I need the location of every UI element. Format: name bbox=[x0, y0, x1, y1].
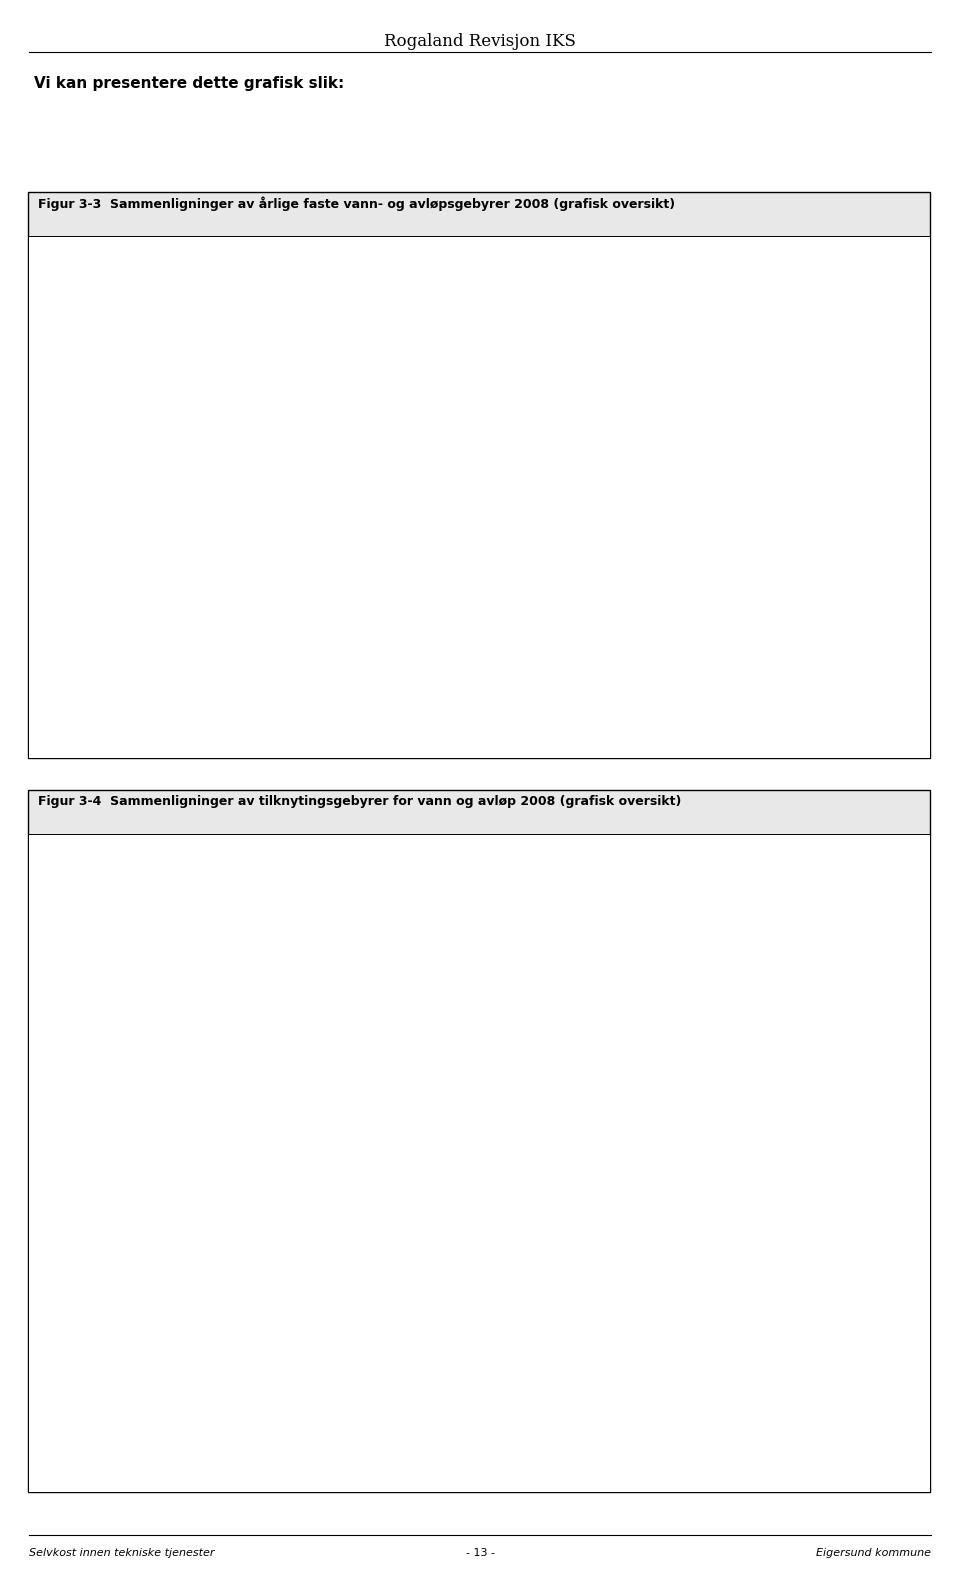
Bar bbox=[285, 319, 311, 638]
Bar bbox=[618, 1264, 638, 1342]
Bar bbox=[116, 1255, 137, 1342]
Bar bbox=[462, 1332, 482, 1342]
Bar bbox=[638, 1083, 660, 1342]
Bar bbox=[597, 1212, 618, 1342]
Text: Figur 3-3  Sammenligninger av årlige faste vann- og avløpsgebyrer 2008 (grafisk : Figur 3-3 Sammenligninger av årlige fast… bbox=[37, 197, 675, 211]
Text: Eigersund kommune: Eigersund kommune bbox=[816, 1548, 931, 1558]
Bar bbox=[409, 1224, 429, 1342]
Bar bbox=[754, 1154, 775, 1342]
Bar bbox=[234, 495, 260, 638]
Bar bbox=[252, 1108, 273, 1342]
Bar bbox=[388, 1224, 409, 1342]
Bar bbox=[465, 594, 491, 638]
Bar bbox=[120, 556, 145, 638]
Bar bbox=[577, 1296, 597, 1342]
Bar bbox=[733, 1218, 754, 1342]
Bar bbox=[503, 1324, 524, 1342]
Bar bbox=[631, 519, 656, 638]
Text: Selvkost innen tekniske tjenester: Selvkost innen tekniske tjenester bbox=[29, 1548, 214, 1558]
Bar bbox=[849, 1221, 869, 1342]
Bar bbox=[170, 400, 196, 638]
Bar bbox=[145, 483, 170, 638]
Bar bbox=[692, 1218, 712, 1342]
Bar bbox=[400, 473, 426, 638]
Bar bbox=[721, 554, 746, 638]
Title: Årlige faste vann- og avløpsgebyrer 2008: Årlige faste vann- og avløpsgebyrer 2008 bbox=[365, 268, 641, 284]
Text: - 13 -: - 13 - bbox=[466, 1548, 494, 1558]
Bar bbox=[482, 1264, 503, 1342]
Bar bbox=[606, 562, 631, 638]
Legend: Årsgebyr for vann, Årsgebyr for avløp, Totalt for vann og avløp: Årsgebyr for vann, Årsgebyr for avløp, T… bbox=[289, 689, 717, 713]
Bar bbox=[273, 954, 294, 1342]
Bar bbox=[861, 418, 886, 638]
Bar bbox=[231, 1108, 252, 1342]
Legend: Tilknytning vann lav sats, Tilknytning vann høy sats, Tilknytning avløp lav sats: Tilknytning vann lav sats, Tilknytning v… bbox=[327, 1405, 679, 1442]
Bar bbox=[828, 1199, 849, 1342]
Bar bbox=[349, 573, 375, 638]
Title: Tilknytningsgebyrer for vann og avløp 2008: Tilknytningsgebyrer for vann og avløp 20… bbox=[357, 869, 649, 881]
Bar bbox=[375, 538, 400, 638]
Bar bbox=[260, 461, 285, 638]
Bar bbox=[580, 596, 606, 638]
Text: Rogaland Revisjon IKS: Rogaland Revisjon IKS bbox=[384, 33, 576, 51]
Bar bbox=[746, 473, 771, 638]
Text: Vi kan presentere dette grafisk slik:: Vi kan presentere dette grafisk slik: bbox=[34, 76, 344, 91]
Bar bbox=[810, 537, 836, 638]
Bar bbox=[347, 1224, 367, 1342]
Bar bbox=[807, 1234, 828, 1342]
Bar bbox=[137, 1096, 157, 1342]
Bar bbox=[836, 522, 861, 638]
Bar bbox=[516, 518, 541, 638]
Bar bbox=[524, 1231, 544, 1342]
Bar bbox=[294, 954, 314, 1342]
Bar bbox=[491, 562, 516, 638]
Bar bbox=[157, 1251, 179, 1342]
Bar bbox=[712, 1199, 733, 1342]
Bar bbox=[179, 1083, 199, 1342]
Text: Figur 3-4  Sammenligninger av tilknytingsgebyrer for vann og avløp 2008 (grafisk: Figur 3-4 Sammenligninger av tilknytings… bbox=[37, 794, 681, 808]
Bar bbox=[869, 1177, 890, 1342]
Bar bbox=[695, 561, 721, 638]
